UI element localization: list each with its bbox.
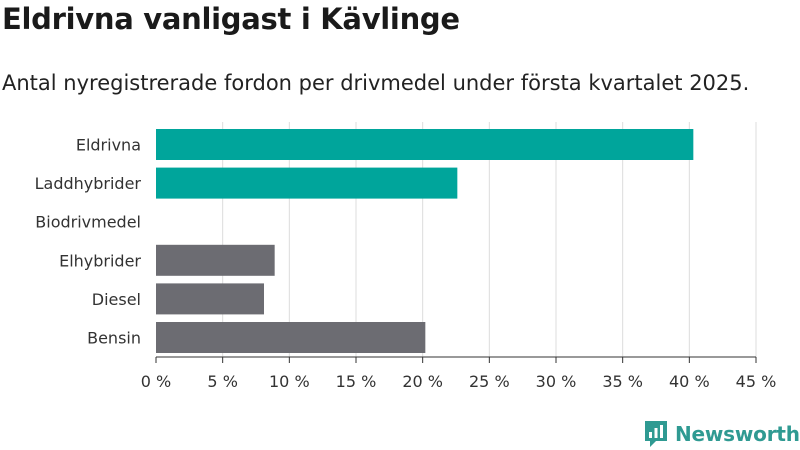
x-tick-label: 15 %: [336, 372, 377, 391]
bar: [156, 244, 275, 276]
x-tick-label: 30 %: [536, 372, 577, 391]
x-tick-label: 40 %: [669, 372, 710, 391]
chart-subtitle: Antal nyregistrerade fordon per drivmede…: [2, 71, 750, 95]
x-tick-label: 35 %: [602, 372, 643, 391]
bar: [156, 322, 426, 353]
x-tick-label: 10 %: [269, 372, 310, 391]
category-label: Laddhybrider: [35, 174, 142, 193]
newsworthy-logo-icon: [645, 421, 667, 447]
bar: [156, 283, 264, 315]
chart-title: Eldrivna vanligast i Kävlinge: [2, 2, 460, 36]
category-label: Elhybrider: [59, 251, 141, 270]
newsworthy-logo-text: Newsworthy: [675, 422, 800, 446]
bar: [156, 167, 458, 199]
newsworthy-logo: Newsworthy: [643, 419, 800, 449]
category-label: Eldrivna: [76, 136, 141, 155]
bar: [156, 129, 694, 160]
x-tick-label: 45 %: [736, 372, 777, 391]
x-tick-label: 5 %: [207, 372, 237, 391]
x-tick-label: 0 %: [141, 372, 171, 391]
x-tick-label: 25 %: [469, 372, 510, 391]
x-tick-label: 20 %: [402, 372, 443, 391]
category-label: Diesel: [92, 290, 141, 309]
category-label: Bensin: [87, 329, 141, 348]
category-label: Biodrivmedel: [35, 213, 141, 232]
